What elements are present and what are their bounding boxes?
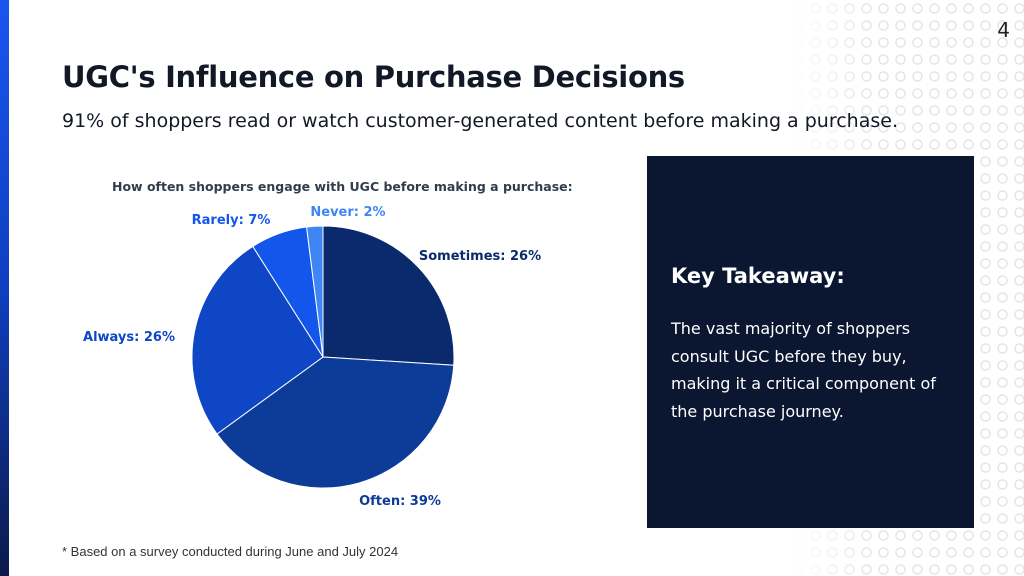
pie-slice-often (216, 356, 455, 489)
pie-chart: Sometimes: 26% Often: 39% Always: 26% Rarel… (83, 205, 541, 509)
footnote: * Based on a survey conducted during Jun… (62, 544, 399, 559)
pie-slice-never (306, 225, 324, 358)
takeaway-body: The vast majority of shoppers consult UG… (671, 319, 936, 421)
pie-slice-always (191, 245, 324, 435)
slice-label-sometimes: Sometimes: 26% (419, 249, 541, 264)
slice-label-never: Never: 2% (310, 205, 385, 220)
pie-slice-sometimes (322, 225, 455, 366)
slide-title: UGC's Influence on Purchase Decisions (62, 60, 685, 94)
key-takeaway-panel: Key Takeaway: The vast majority of shopp… (647, 156, 974, 528)
left-accent-bar (0, 0, 9, 576)
slice-label-always: Always: 26% (83, 330, 175, 345)
slide-subtitle: 91% of shoppers read or watch customer-g… (62, 110, 898, 132)
takeaway-heading: Key Takeaway: (671, 264, 845, 288)
slice-label-often: Often: 39% (359, 494, 441, 509)
page-number: 4 (997, 18, 1010, 42)
chart-title: How often shoppers engage with UGC befor… (112, 179, 573, 194)
slice-label-rarely: Rarely: 7% (192, 213, 271, 228)
